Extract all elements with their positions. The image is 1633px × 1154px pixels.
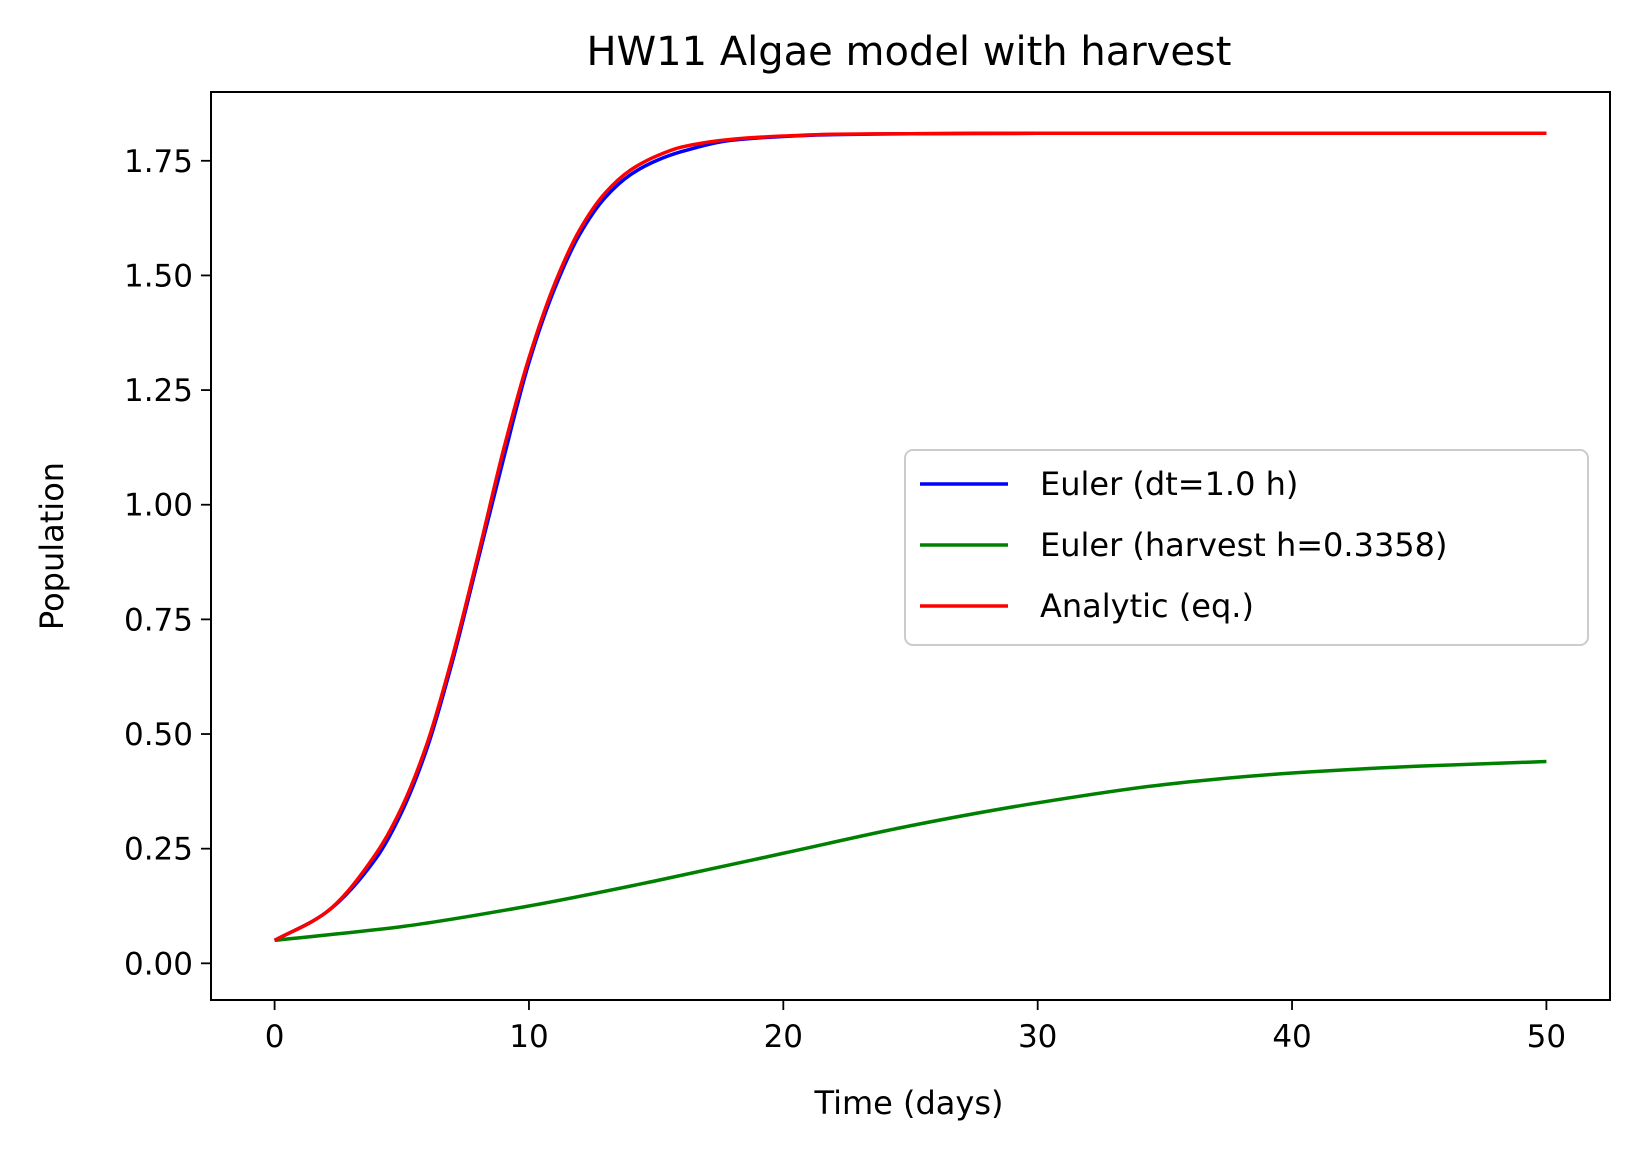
series-line-euler-harvest [274,759,1547,943]
x-tick-label: 20 [764,1019,803,1055]
x-tick-label: 30 [1018,1019,1057,1055]
y-tick-label: 0.00 [124,946,193,982]
axes-frame [210,91,1611,1001]
y-axis-label: Population [33,462,71,630]
legend-label-analytic: Analytic (eq.) [1040,587,1254,625]
y-tick-label: 0.50 [124,717,193,753]
x-tick-label: 10 [509,1019,548,1055]
legend: Euler (dt=1.0 h) Euler (harvest h=0.3358… [904,449,1589,646]
y-tick-label: 1.25 [124,373,193,409]
x-tick-label: 50 [1527,1019,1566,1055]
legend-box [904,449,1589,646]
axis-ticks: 0 10 20 30 40 50 0.00 0.25 0.50 0.75 1.00 1.25 1.50 1… [124,144,1566,1055]
x-tick-label: 0 [265,1019,285,1055]
plot-area [273,131,1547,943]
chart-title: HW11 Algae model with harvest [587,29,1232,75]
y-tick-label: 0.25 [124,832,193,868]
y-tick-label: 1.00 [124,488,193,524]
y-tick-label: 1.75 [124,144,193,180]
series-line-analytic [273,131,1547,942]
x-tick-label: 40 [1272,1019,1311,1055]
y-tick-label: 1.50 [124,258,193,294]
y-tick-label: 0.75 [124,602,193,638]
legend-label-euler: Euler (dt=1.0 h) [1040,465,1298,503]
legend-label-euler-harvest: Euler (harvest h=0.3358) [1040,526,1448,564]
x-axis-label: Time (days) [814,1084,1004,1122]
